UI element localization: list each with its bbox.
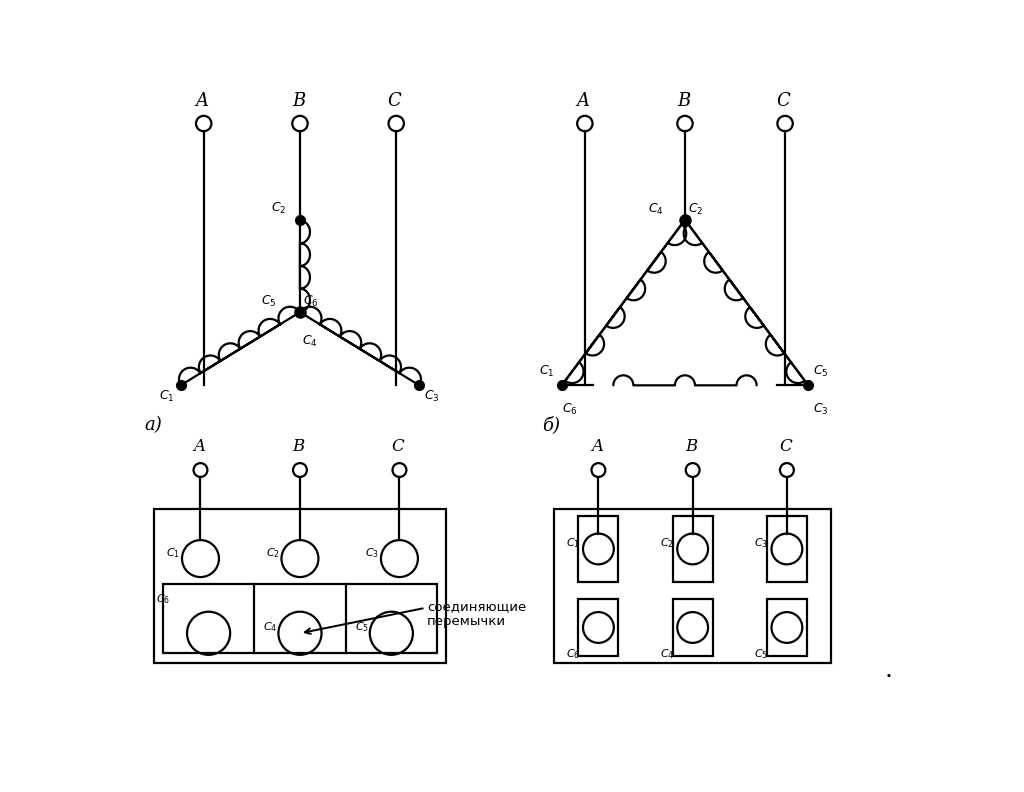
Bar <box>554 508 831 663</box>
Text: $C_5$: $C_5$ <box>355 620 369 634</box>
Text: A: A <box>193 439 205 455</box>
Bar <box>673 599 713 657</box>
Text: $C_6$: $C_6$ <box>303 294 318 309</box>
Text: $C_6$: $C_6$ <box>566 647 580 661</box>
Bar <box>154 508 446 663</box>
Text: $C_4$: $C_4$ <box>648 202 664 217</box>
Text: B: B <box>292 92 305 109</box>
Text: $C_5$: $C_5$ <box>755 647 768 661</box>
Bar <box>163 584 437 653</box>
Text: $C_5$: $C_5$ <box>261 294 276 309</box>
Text: C: C <box>391 439 404 455</box>
Text: C: C <box>776 92 791 109</box>
Text: A: A <box>591 439 603 455</box>
Text: C: C <box>388 92 401 109</box>
Text: $C_3$: $C_3$ <box>366 546 380 560</box>
Text: $C_1$: $C_1$ <box>167 546 180 560</box>
Bar <box>579 599 618 657</box>
Text: $C_6$: $C_6$ <box>156 592 170 606</box>
Text: $C_6$: $C_6$ <box>562 402 578 417</box>
Text: A: A <box>196 92 209 109</box>
Text: .: . <box>885 659 893 682</box>
Text: B: B <box>292 439 304 455</box>
Text: B: B <box>677 92 690 109</box>
Text: $C_1$: $C_1$ <box>566 536 580 550</box>
Text: $C_2$: $C_2$ <box>270 201 286 216</box>
Text: A: A <box>577 92 590 109</box>
Text: $C_2$: $C_2$ <box>266 546 280 560</box>
Text: $C_2$: $C_2$ <box>688 202 703 217</box>
Text: C: C <box>779 439 792 455</box>
Text: $C_3$: $C_3$ <box>755 536 768 550</box>
Bar <box>579 516 618 581</box>
Text: $C_4$: $C_4$ <box>301 333 317 348</box>
Text: $C_3$: $C_3$ <box>813 402 828 417</box>
Text: $C_1$: $C_1$ <box>539 364 554 379</box>
Bar <box>767 599 807 657</box>
Text: $C_4$: $C_4$ <box>659 647 674 661</box>
Text: $C_5$: $C_5$ <box>813 364 828 379</box>
Text: б): б) <box>543 416 560 434</box>
Text: B: B <box>685 439 697 455</box>
Text: соединяющие
перемычки: соединяющие перемычки <box>427 600 526 628</box>
Text: $C_2$: $C_2$ <box>660 536 674 550</box>
Text: $C_1$: $C_1$ <box>159 388 174 403</box>
Text: $C_4$: $C_4$ <box>263 620 278 634</box>
Bar <box>767 516 807 581</box>
Text: $C_3$: $C_3$ <box>424 388 439 403</box>
Text: а): а) <box>144 416 162 434</box>
Bar <box>673 516 713 581</box>
